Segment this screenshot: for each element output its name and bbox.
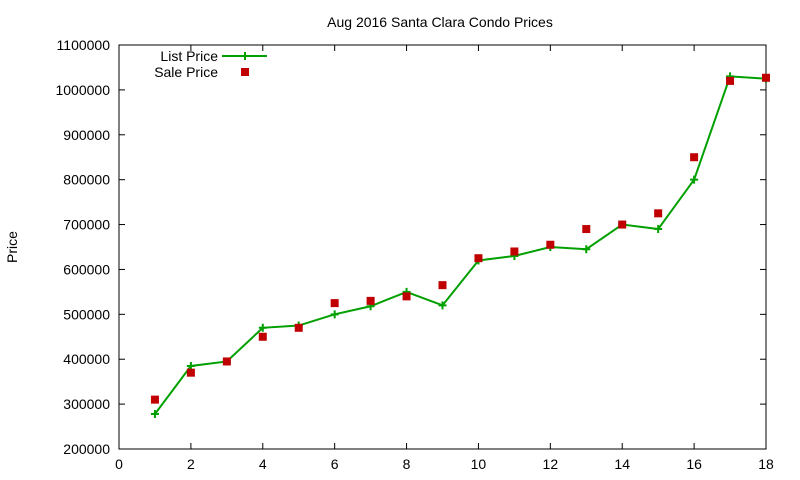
series-sale-price — [150, 73, 770, 404]
legend-label-list-price: List Price — [160, 48, 218, 64]
data-point — [690, 153, 699, 162]
data-point — [618, 220, 627, 229]
data-point — [726, 76, 735, 85]
data-point — [762, 73, 770, 82]
data-point — [474, 254, 483, 263]
y-tick-label: 300000 — [63, 396, 110, 412]
y-tick-label: 1100000 — [57, 37, 111, 53]
data-point — [186, 361, 195, 370]
x-tick-label: 14 — [614, 456, 630, 472]
chart-title: Aug 2016 Santa Clara Condo Prices — [327, 14, 553, 30]
data-point — [438, 281, 447, 290]
data-point — [330, 310, 339, 319]
y-tick-label: 200000 — [63, 441, 110, 457]
y-tick-label: 1000000 — [55, 82, 110, 98]
x-tick-label: 2 — [187, 456, 195, 472]
x-tick-label: 18 — [758, 456, 774, 472]
data-point — [582, 225, 591, 234]
data-point — [150, 395, 159, 404]
data-point — [330, 299, 339, 308]
data-point — [654, 209, 663, 218]
x-tick-label: 10 — [471, 456, 487, 472]
data-point — [222, 357, 231, 366]
legend-marker-sale-price — [241, 68, 249, 76]
axis-ticks — [118, 44, 767, 450]
legend-label-sale-price: Sale Price — [154, 64, 218, 80]
data-point — [654, 225, 663, 234]
x-tick-label: 16 — [686, 456, 702, 472]
x-tick-label: 0 — [115, 456, 123, 472]
y-tick-label: 500000 — [63, 306, 110, 322]
data-point — [294, 323, 303, 332]
series-list-price — [150, 72, 770, 418]
y-tick-label: 900000 — [63, 127, 110, 143]
data-point — [258, 323, 267, 332]
x-tick-label: 8 — [403, 456, 411, 472]
legend-marker-list-price — [241, 52, 249, 60]
data-point — [366, 296, 375, 305]
data-point — [186, 368, 195, 377]
data-point — [150, 409, 159, 418]
y-tick-label: 400000 — [63, 351, 110, 367]
y-tick-label: 800000 — [63, 172, 110, 188]
y-tick-label: 700000 — [63, 217, 110, 233]
data-point — [438, 301, 447, 310]
x-tick-label: 4 — [259, 456, 267, 472]
x-tick-label: 6 — [331, 456, 339, 472]
y-axis-label: Price — [4, 231, 20, 263]
data-point — [402, 292, 411, 301]
data-point — [690, 175, 699, 184]
data-point — [510, 247, 519, 256]
axis-tick-labels: 0 2 4 6 8 10 12 14 16 18 200000 300000 400000 500000 6… — [55, 37, 774, 472]
data-point — [546, 240, 555, 249]
series-group — [150, 72, 770, 418]
x-tick-label: 12 — [543, 456, 559, 472]
data-point — [258, 332, 267, 341]
plot-frame — [118, 44, 767, 450]
series-line-list-price — [154, 75, 767, 415]
y-tick-label: 600000 — [63, 261, 110, 277]
data-point — [582, 245, 591, 254]
